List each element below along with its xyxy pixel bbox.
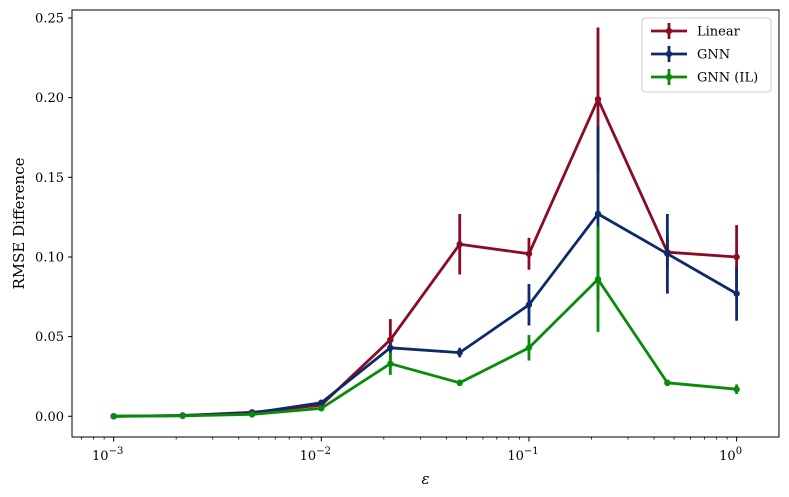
data-point xyxy=(387,336,394,344)
x-tick-exponent: −2 xyxy=(316,446,331,457)
x-tick-exponent: −3 xyxy=(109,446,124,457)
y-tick-label: 0.05 xyxy=(35,330,64,345)
x-tick-base: 10 xyxy=(507,449,524,464)
legend-label: GNN (IL) xyxy=(697,71,758,86)
x-tick-base: 10 xyxy=(92,449,109,464)
x-tick-exponent: −1 xyxy=(524,446,539,457)
x-tick-label: 10−1 xyxy=(507,446,538,464)
plot-frame xyxy=(71,9,780,438)
data-point xyxy=(733,386,740,393)
legend-label: Linear xyxy=(697,25,741,40)
data-point xyxy=(733,253,740,261)
data-point xyxy=(248,411,256,418)
x-tick-base: 10 xyxy=(719,449,736,464)
legend-marker xyxy=(665,27,673,35)
x-tick-base: 10 xyxy=(300,449,317,464)
data-point xyxy=(594,276,602,283)
data-point xyxy=(456,241,463,248)
data-point xyxy=(456,349,463,356)
legend-item: Linear xyxy=(651,23,741,40)
legend-label: GNN xyxy=(697,48,730,63)
data-point xyxy=(179,412,186,420)
y-tick-label: 0.25 xyxy=(35,11,64,26)
data-point xyxy=(525,250,533,257)
y-tick-label: 0.00 xyxy=(35,410,64,425)
series-gnn xyxy=(110,126,740,420)
data-point xyxy=(594,210,602,218)
legend-item: GNN xyxy=(651,46,730,63)
x-tick-exponent: 0 xyxy=(736,446,742,457)
series-line xyxy=(113,277,737,418)
data-point xyxy=(387,360,394,367)
series-line xyxy=(113,212,738,418)
y-axis-ticks: 0.00 0.05 0.10 0.15 0.20 0.25 xyxy=(35,11,72,425)
y-tick-label: 0.20 xyxy=(35,91,64,106)
x-tick-label: 100 xyxy=(719,446,742,464)
x-axis-ticks: 10−3 10−2 10−1 100 xyxy=(81,437,742,464)
legend-marker xyxy=(665,73,673,81)
legend: Linear GNN GNN (IL) xyxy=(641,17,772,93)
y-tick-label: 0.10 xyxy=(35,250,64,265)
plot-marks xyxy=(110,27,740,420)
data-point xyxy=(387,344,394,351)
x-tick-label: 10−3 xyxy=(92,446,123,464)
y-tick-label: 0.15 xyxy=(35,171,64,186)
data-point xyxy=(733,290,740,297)
data-point xyxy=(110,413,117,420)
x-tick-label: 10−2 xyxy=(300,446,331,464)
data-point xyxy=(318,399,325,406)
series-gnn-il xyxy=(110,226,740,420)
data-point xyxy=(664,250,671,257)
data-point xyxy=(525,344,533,351)
legend-item: GNN (IL) xyxy=(651,69,758,86)
legend-box xyxy=(641,17,772,93)
data-point xyxy=(664,379,671,387)
data-point xyxy=(318,405,325,412)
series-line xyxy=(113,97,737,418)
x-axis-title: ε xyxy=(421,470,429,488)
data-point xyxy=(456,379,463,387)
data-point xyxy=(594,96,602,103)
y-axis-title: RMSE Difference xyxy=(10,157,28,289)
data-point xyxy=(525,301,533,308)
legend-marker xyxy=(665,50,673,58)
